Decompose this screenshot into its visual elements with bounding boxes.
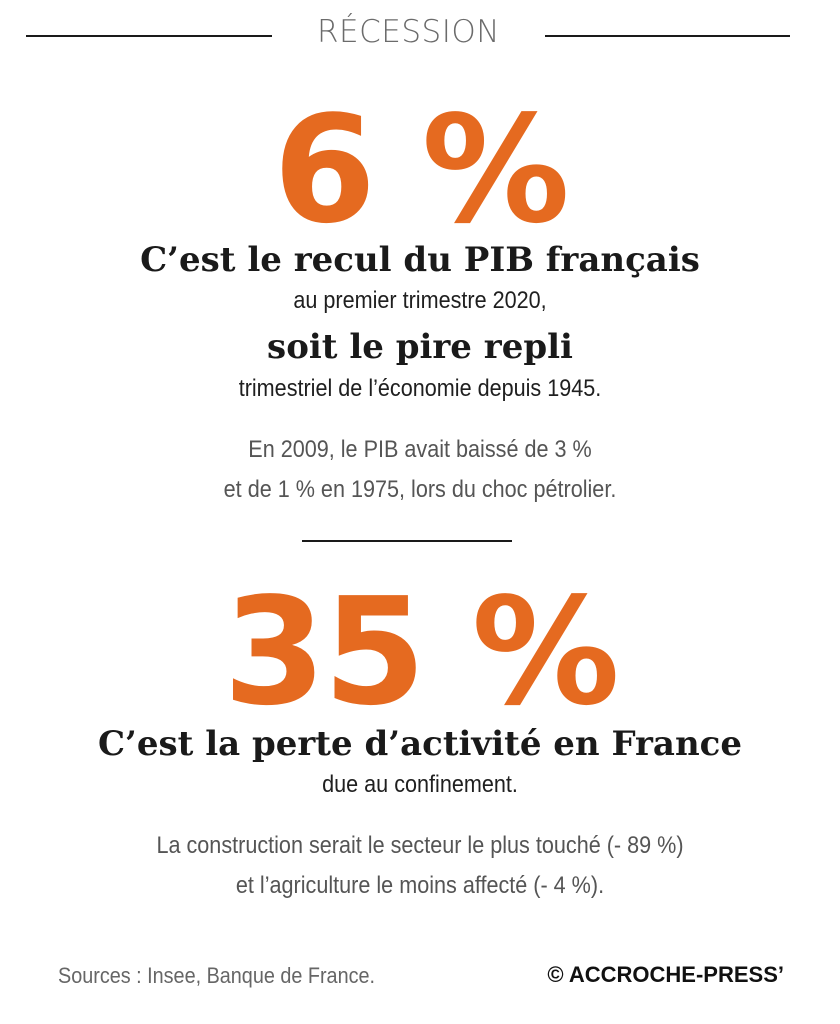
section-divider — [302, 540, 512, 542]
sources-text: Sources : Insee, Banque de France. — [58, 963, 375, 988]
note-agriculture: et l’agriculture le moins affecté (- 4 %… — [235, 872, 605, 899]
copyright-credit: © ACCROCHE-PRESS’ — [547, 962, 784, 987]
note-2009: En 2009, le PIB avait baissé de 3 % — [248, 436, 592, 463]
figure-gdp-drop: 6 % — [273, 84, 570, 256]
header-rule-left — [26, 35, 272, 37]
note-construction: La construction serait le secteur le plu… — [156, 832, 684, 859]
header-rule-right — [545, 35, 790, 37]
subline-since-1945: trimestriel de l’économie depuis 1945. — [238, 375, 602, 402]
subline-quarter: au premier trimestre 2020, — [293, 287, 547, 314]
headline-activity: C’est la perte d’activité en France — [97, 724, 743, 764]
figure-activity-loss: 35 % — [223, 566, 620, 738]
header: RÉCESSION — [0, 12, 840, 56]
subline-lockdown: due au confinement. — [322, 771, 518, 798]
headline-worst-drop: soit le pire repli — [267, 327, 573, 367]
section-kicker: RÉCESSION — [317, 14, 500, 50]
note-1975: et de 1 % en 1975, lors du choc pétrolie… — [223, 476, 617, 503]
headline-gdp: C’est le recul du PIB français — [140, 240, 700, 280]
